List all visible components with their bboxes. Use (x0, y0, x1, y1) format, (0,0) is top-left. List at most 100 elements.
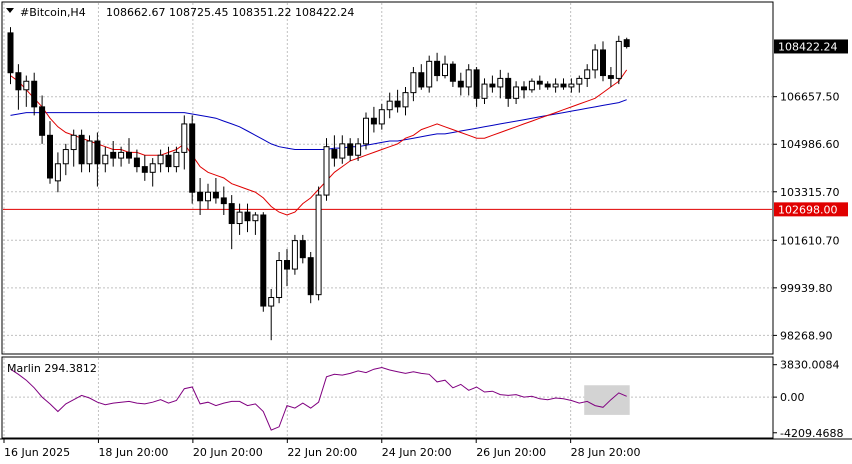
candle (331, 135, 338, 167)
candle (521, 81, 527, 99)
candle-body-down (299, 240, 306, 259)
candle-body-down (307, 257, 314, 296)
time-axis-label: 26 Jun 20:00 (476, 446, 546, 459)
candle-body-up (410, 72, 417, 94)
candle-body-down (505, 77, 512, 99)
level-price-tag-background (774, 202, 848, 217)
price-axis[interactable]: 106657.50 104986.60 103315.70 101610.70 9993… (773, 91, 840, 343)
candle-body-up (339, 143, 346, 159)
indicator-axis[interactable]: 3830.0084 0.00 -4209.4688 (773, 359, 843, 440)
candlestick-series (7, 27, 630, 341)
candle (418, 64, 425, 90)
candle (86, 135, 93, 173)
current-price-tag-text: 108422.24 (778, 40, 838, 53)
candle (307, 251, 314, 304)
indicator-axis-label: -4209.4688 (780, 427, 843, 440)
current-price-tag-background (774, 39, 848, 54)
indicator-grid (3, 358, 772, 437)
candle-body-up (378, 109, 385, 125)
candle-body-down (560, 83, 567, 88)
candle-body-down (536, 80, 543, 85)
candle-body-up (355, 143, 362, 156)
candle-body-down (15, 72, 22, 91)
candle (47, 121, 53, 184)
candle (78, 129, 85, 173)
candle (544, 81, 551, 90)
candle (126, 138, 132, 164)
candle (394, 89, 401, 113)
candle-body-up (291, 240, 298, 270)
price-axis-label: 106657.50 (780, 91, 840, 104)
candle (189, 115, 196, 204)
time-axis-label: 18 Jun 20:00 (98, 446, 168, 459)
candle-body-down (189, 123, 196, 193)
candle-body-up (157, 154, 164, 165)
candle (402, 86, 409, 116)
candle-body-down (331, 149, 338, 159)
candle (157, 149, 164, 173)
candle (70, 129, 77, 167)
candle-body-up (118, 151, 125, 159)
symbol-header: #Bitcoin,H4 108662.67 108725.45 108351.2… (6, 6, 354, 19)
candle-body-down (434, 60, 441, 77)
candle-body-down (47, 134, 53, 179)
candle (39, 95, 46, 144)
candle (94, 132, 101, 187)
candle-body-up (576, 77, 583, 85)
candle-body-down (244, 211, 251, 222)
candle-body-up (62, 149, 69, 165)
candle (513, 81, 520, 105)
level-price-tag-text: 102698.00 (778, 203, 838, 216)
candle-body-down (212, 191, 219, 199)
marlin-oscillator-line (10, 366, 627, 431)
candle-body-up (205, 191, 211, 202)
candle-body-up (528, 80, 535, 91)
candle-body-down (521, 86, 527, 91)
candle (505, 72, 512, 107)
candle-body-up (497, 77, 504, 88)
candle (284, 249, 290, 287)
time-axis-label: 16 Jun 2025 (4, 446, 70, 459)
candle (568, 78, 575, 93)
candle (623, 37, 630, 49)
candle (576, 75, 583, 93)
candle (118, 146, 125, 167)
candle (528, 78, 535, 93)
candle-body-down (607, 75, 614, 79)
candle-body-down (31, 80, 38, 108)
candle-body-down (126, 151, 132, 159)
price-axis-label: 98268.90 (780, 329, 833, 342)
candle-body-up (23, 80, 30, 91)
candle (600, 41, 606, 82)
candle (410, 67, 417, 102)
time-axis[interactable]: 16 Jun 2025 18 Jun 20:00 20 Jun 20:00 22 Ju… (0, 438, 852, 459)
candle (560, 78, 567, 90)
candle-body-down (394, 100, 401, 108)
dropdown-triangle-icon[interactable] (6, 8, 14, 13)
candle-body-down (600, 49, 606, 77)
candle (347, 138, 354, 161)
candle-body-up (323, 146, 330, 196)
candle (584, 64, 591, 87)
candle (23, 75, 30, 107)
main-pane-frame (1, 1, 774, 355)
candle (276, 251, 283, 304)
candle-body-down (110, 151, 117, 159)
main-pane[interactable]: #Bitcoin,H4 108662.67 108725.45 108351.2… (1, 1, 774, 355)
candle-body-down (7, 32, 14, 74)
candle-body-down (228, 203, 235, 225)
candle-body-up (252, 214, 259, 222)
candle-body-up (236, 211, 243, 225)
candle (205, 183, 211, 210)
candle-body-up (481, 83, 488, 99)
candle (607, 67, 614, 87)
price-axis-label: 99939.80 (780, 282, 833, 295)
price-axis-label: 103315.70 (780, 186, 840, 199)
indicator-pane[interactable]: Marlin 294.3812 (1, 356, 774, 439)
candle-body-down (133, 157, 140, 168)
candle-body-down (78, 134, 85, 165)
time-axis-label: 22 Jun 20:00 (287, 446, 357, 459)
candle (133, 149, 140, 173)
candle-body-down (473, 69, 480, 99)
